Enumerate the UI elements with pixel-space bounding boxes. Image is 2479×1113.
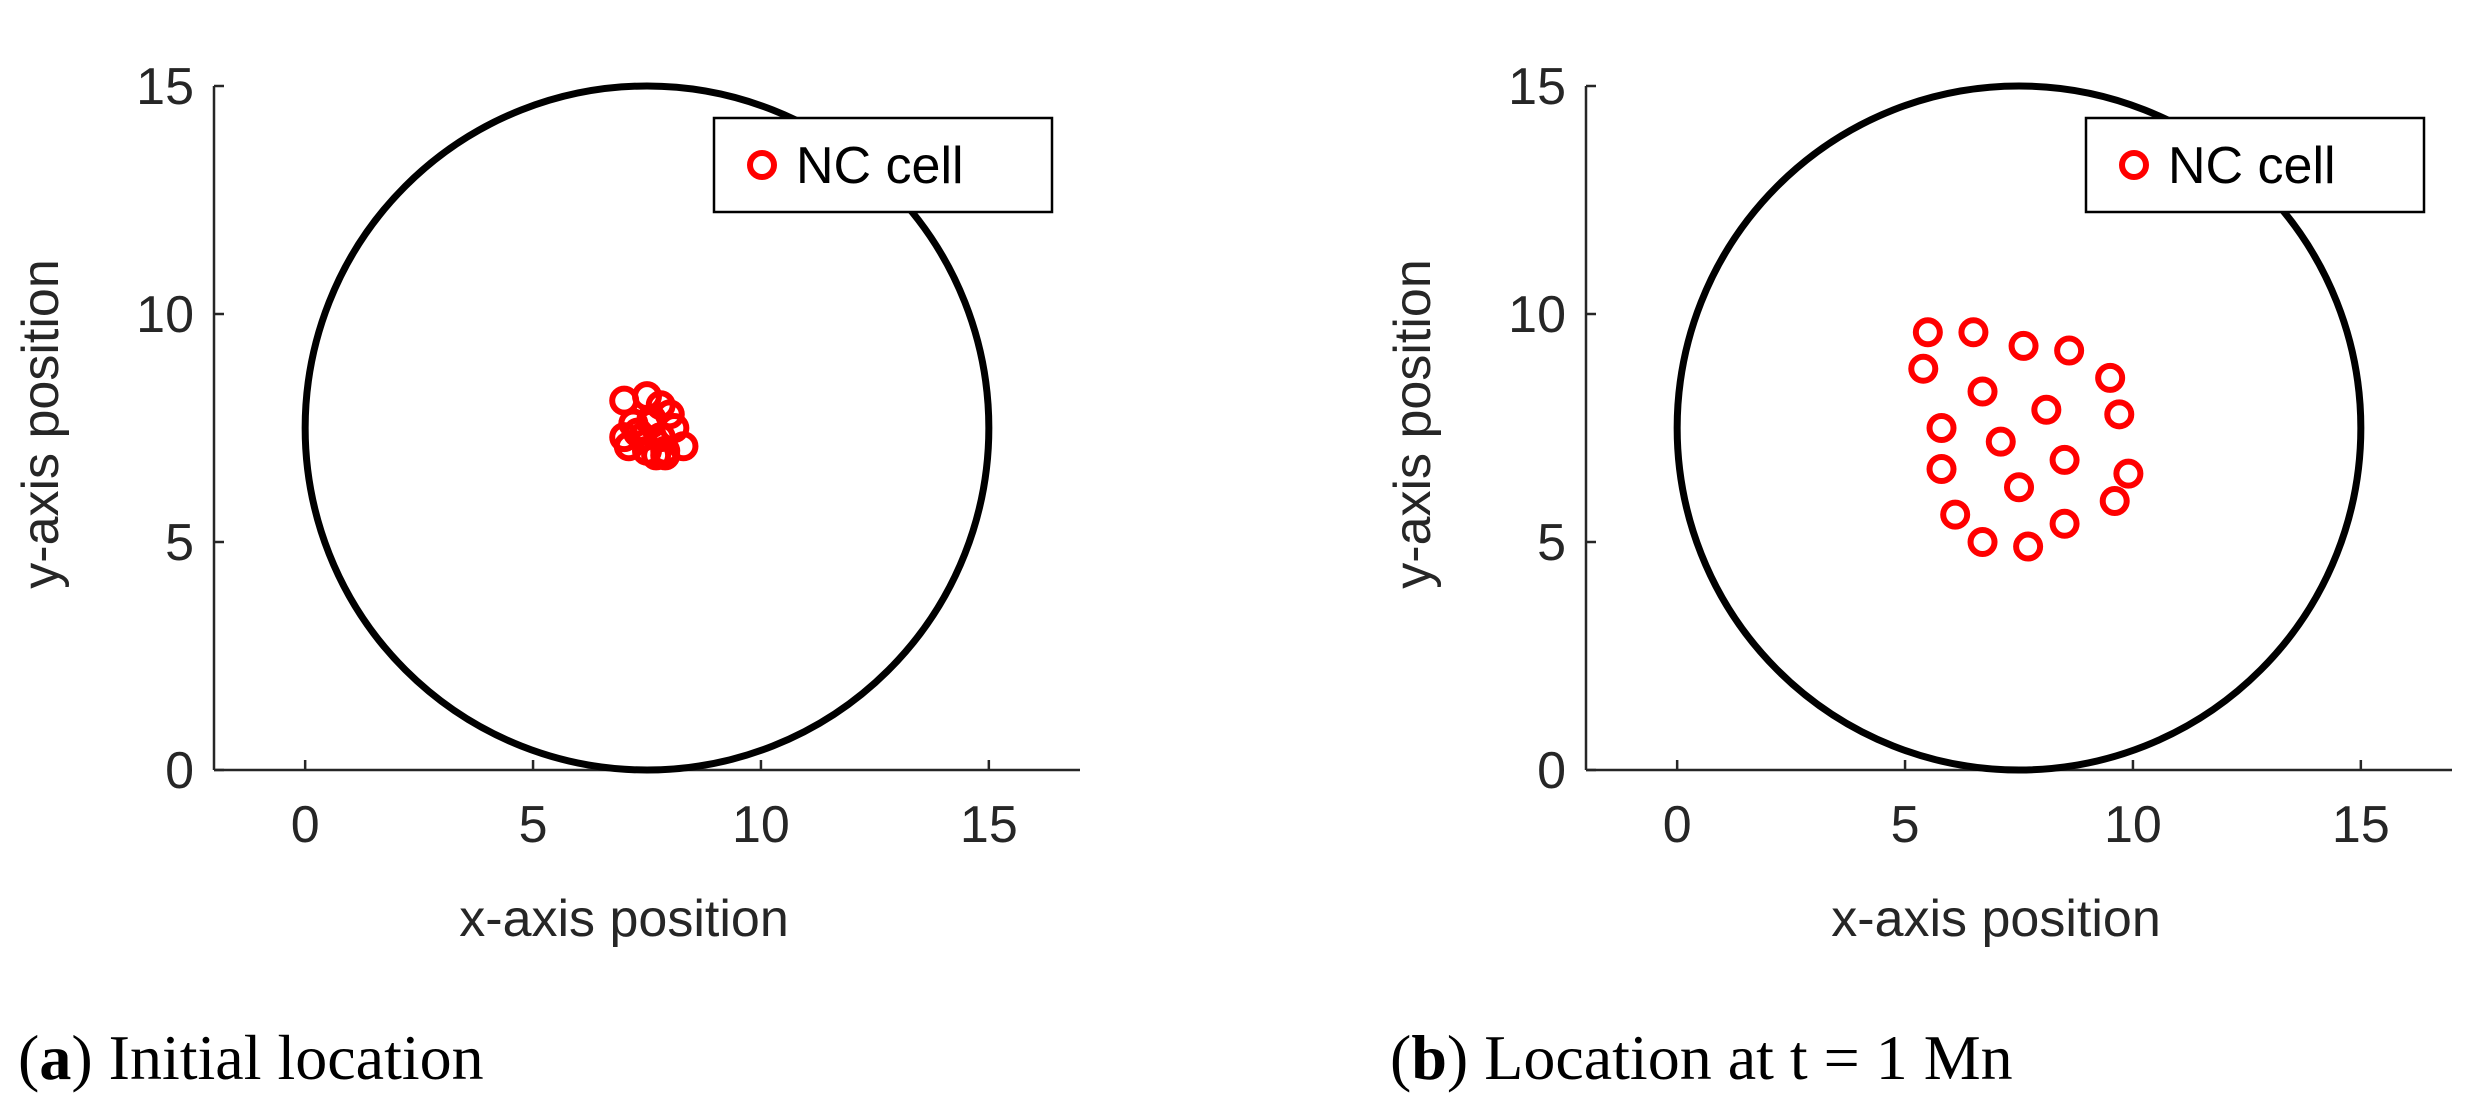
y-tick-label: 15 — [1508, 58, 1566, 116]
x-axis-label-b: x-axis position — [1831, 890, 2160, 948]
y-axis-label-b: y-axis position — [1384, 259, 1442, 588]
nc-cell-point — [1908, 353, 1939, 384]
nc-cell-point — [1958, 317, 1989, 348]
nc-cell-point — [2031, 394, 2062, 425]
nc-cell-point — [1912, 317, 1943, 348]
x-tick-label: 10 — [2104, 796, 2162, 854]
nc-cell-point — [632, 435, 662, 466]
y-tick-label: 10 — [1508, 286, 1566, 344]
plot-area-a: 0 5 10 15 0 5 10 15 NC cell — [136, 58, 1080, 854]
x-axis-label-a: x-axis position — [459, 890, 788, 948]
nc-cell-point — [2049, 508, 2080, 539]
nc-cell-point — [1926, 454, 1957, 485]
nc-cell-point — [609, 422, 640, 453]
panel-a: 0 5 10 15 0 5 10 15 NC cell x-axis position y-ax… — [12, 58, 1080, 1093]
y-tick-label: 0 — [165, 742, 194, 800]
nc-cell-point — [2113, 458, 2144, 489]
nc-cell-point — [2099, 485, 2130, 516]
legend-marker — [2119, 150, 2149, 180]
nc-cell-point — [1967, 376, 1998, 407]
boundary-circle — [301, 82, 993, 774]
plot-area-b: 0 5 10 15 0 5 10 15 NC cell — [1508, 58, 2452, 854]
y-tick-label: 5 — [165, 514, 194, 572]
caption-a: (a) Initial location — [18, 1022, 484, 1093]
legend-marker — [747, 150, 777, 180]
boundary-circle — [1673, 82, 2365, 774]
nc-cell-point — [2095, 362, 2126, 393]
y-axis-label-a: y-axis position — [12, 259, 70, 588]
y-tick-label: 5 — [1537, 514, 1566, 572]
legend-box — [712, 116, 1054, 214]
x-tick-label: 15 — [960, 796, 1018, 854]
nc-cell-point — [2049, 444, 2080, 475]
nc-cell-point — [1985, 426, 2016, 457]
nc-cell-point — [2004, 472, 2034, 503]
x-tick-label: 0 — [291, 796, 320, 854]
nc-cell-point — [1940, 499, 1971, 530]
nc-cell-point — [2013, 531, 2044, 562]
nc-cell-point — [1967, 527, 1998, 557]
caption-b: (b) Location at t = 1 Mn — [1390, 1022, 2013, 1093]
x-tick-label: 0 — [1663, 796, 1692, 854]
nc-cell-point — [650, 440, 681, 471]
y-tick-label: 15 — [136, 58, 194, 116]
x-tick-label: 10 — [732, 796, 790, 854]
y-tick-label: 10 — [136, 286, 194, 344]
nc-cell-point — [2104, 399, 2135, 430]
nc-cell-point — [1926, 413, 1957, 443]
x-tick-label: 15 — [2332, 796, 2390, 854]
legend-box — [2084, 116, 2426, 214]
legend-label: NC cell — [2168, 137, 2336, 195]
panel-b: 0 5 10 15 0 5 10 15 NC cell x-axis position y-ax… — [1384, 58, 2452, 1093]
y-tick-label: 0 — [1537, 742, 1566, 800]
nc-cell-point — [2054, 335, 2085, 366]
x-tick-label: 5 — [1891, 796, 1920, 854]
nc-cell-point — [2008, 330, 2039, 361]
legend-label: NC cell — [796, 137, 964, 195]
x-tick-label: 5 — [519, 796, 548, 854]
